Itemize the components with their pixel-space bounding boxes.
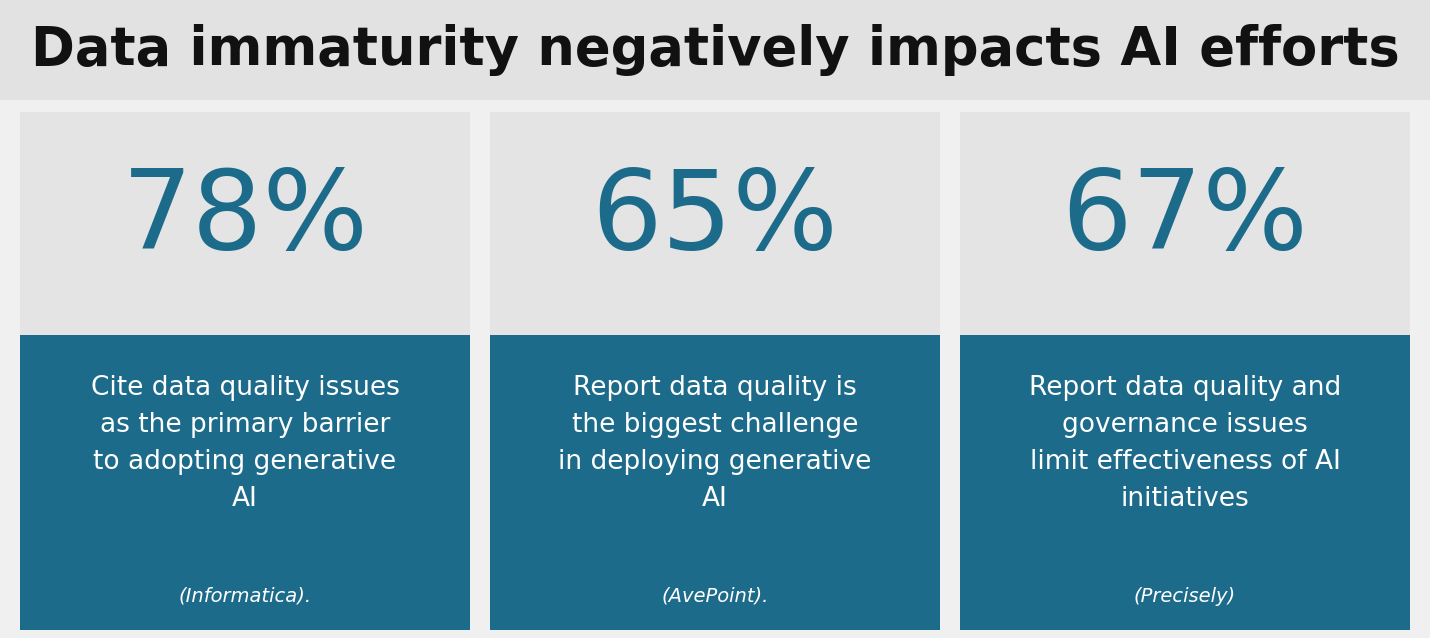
FancyBboxPatch shape <box>20 112 470 335</box>
Text: 67%: 67% <box>1061 165 1308 272</box>
FancyBboxPatch shape <box>960 112 1410 335</box>
Text: 65%: 65% <box>592 165 838 272</box>
Text: Report data quality and
governance issues
limit effectiveness of AI
initiatives: Report data quality and governance issue… <box>1028 376 1341 512</box>
FancyBboxPatch shape <box>960 335 1410 630</box>
Text: Data immaturity negatively impacts AI efforts: Data immaturity negatively impacts AI ef… <box>30 24 1400 76</box>
Text: Report data quality is
the biggest challenge
in deploying generative
AI: Report data quality is the biggest chall… <box>558 376 872 512</box>
Text: 78%: 78% <box>122 165 369 272</box>
FancyBboxPatch shape <box>490 335 940 630</box>
Text: (AvePoint).: (AvePoint). <box>661 586 769 605</box>
FancyBboxPatch shape <box>490 112 940 335</box>
FancyBboxPatch shape <box>0 0 1430 100</box>
Text: (Precisely): (Precisely) <box>1134 586 1236 605</box>
FancyBboxPatch shape <box>20 335 470 630</box>
Text: (Informatica).: (Informatica). <box>179 586 312 605</box>
Text: Cite data quality issues
as the primary barrier
to adopting generative
AI: Cite data quality issues as the primary … <box>90 376 399 512</box>
